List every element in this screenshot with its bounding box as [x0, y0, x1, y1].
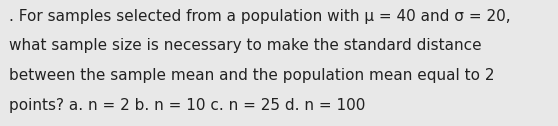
Text: what sample size is necessary to make the standard distance: what sample size is necessary to make th…	[9, 38, 482, 53]
Text: . For samples selected from a population with μ = 40 and σ = 20,: . For samples selected from a population…	[9, 9, 511, 24]
Text: points? a. n = 2 b. n = 10 c. n = 25 d. n = 100: points? a. n = 2 b. n = 10 c. n = 25 d. …	[9, 98, 365, 113]
Text: between the sample mean and the population mean equal to 2: between the sample mean and the populati…	[9, 68, 494, 83]
